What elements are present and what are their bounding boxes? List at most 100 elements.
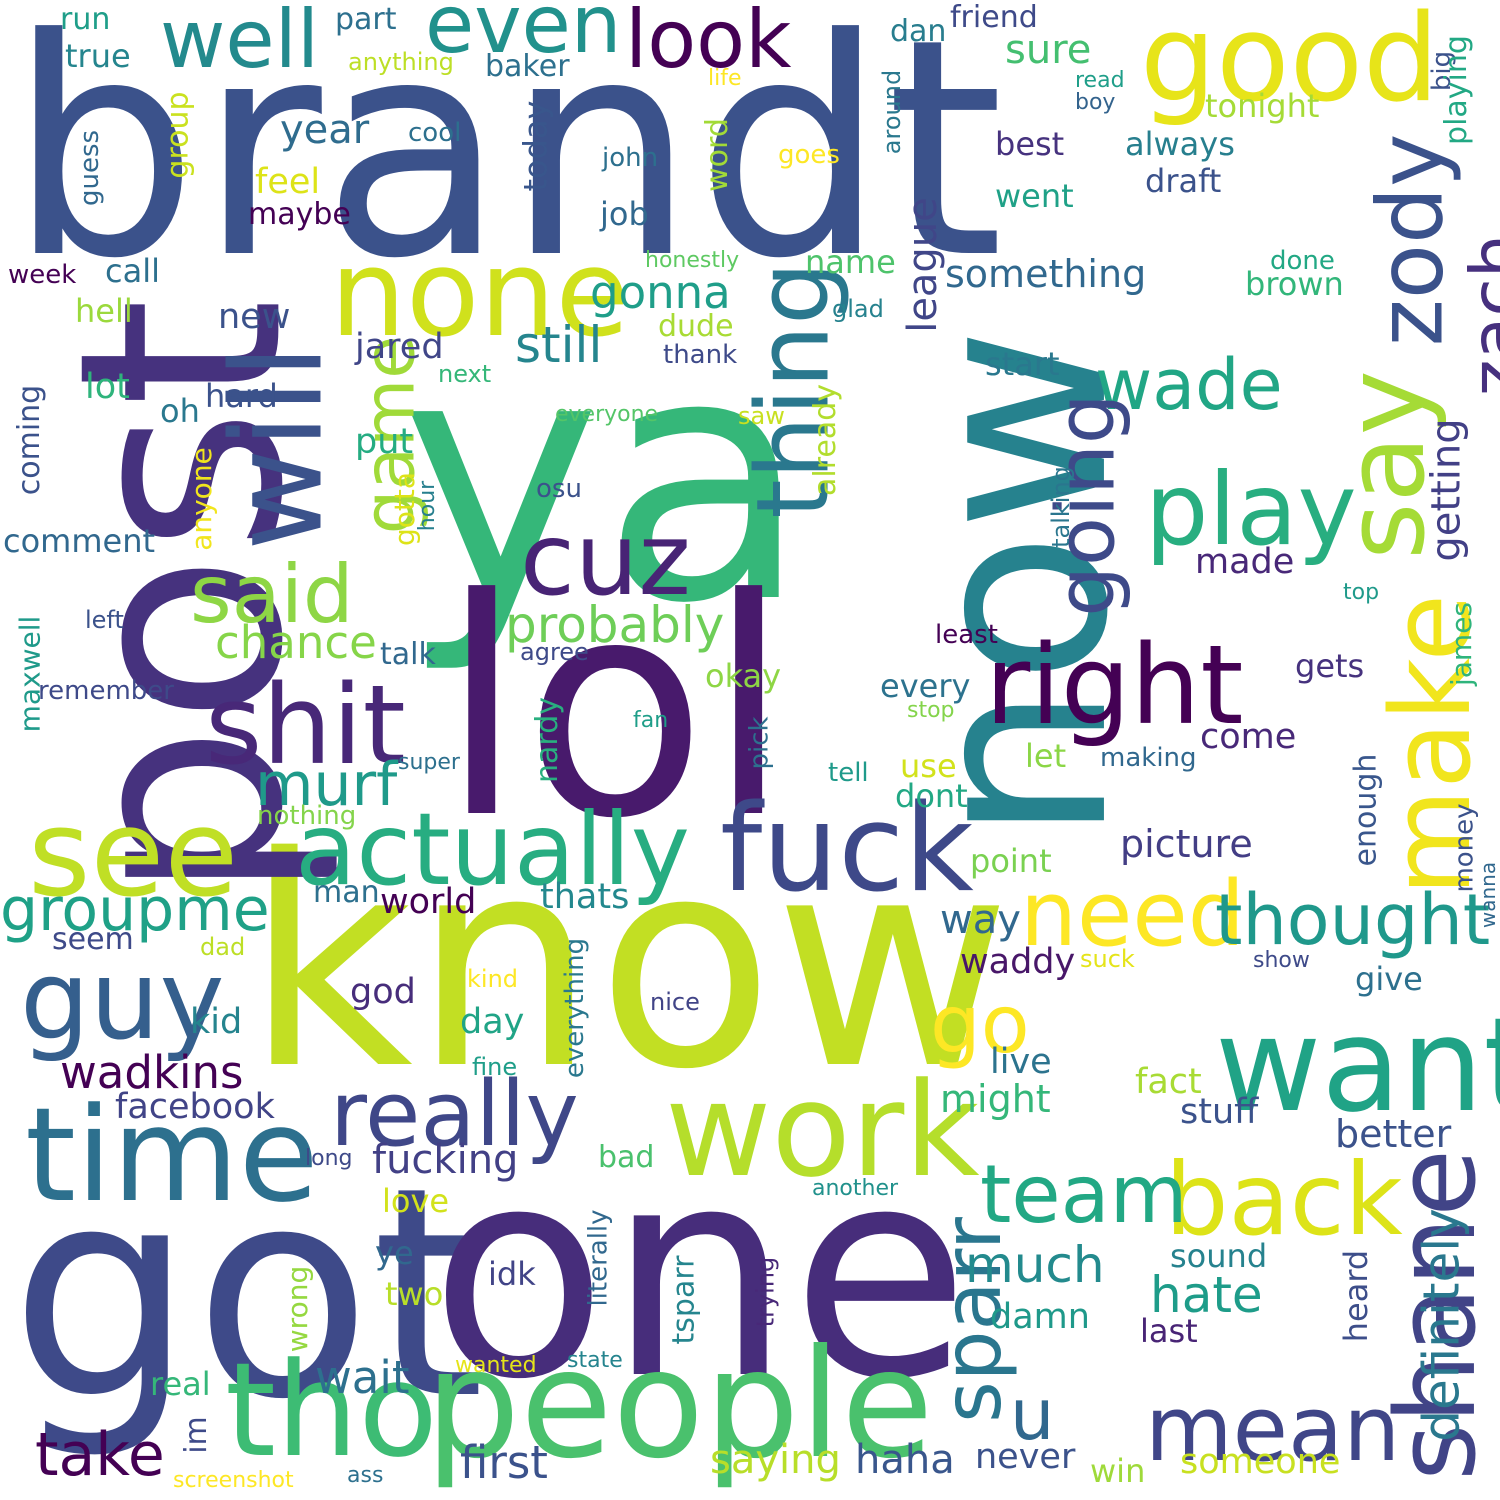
word-gets: gets	[1295, 647, 1365, 685]
word-name: name	[805, 243, 896, 281]
word-point: point	[970, 842, 1052, 880]
word-maybe: maybe	[248, 197, 351, 232]
word-go: go	[930, 978, 1030, 1071]
word-jared: jared	[355, 327, 444, 367]
word-definitely: definitely	[1412, 1208, 1471, 1442]
word-already: already	[808, 383, 844, 497]
word-agree: agree	[520, 638, 589, 666]
word-stop: stop	[907, 698, 955, 723]
word-love: love	[382, 1182, 450, 1220]
word-new: new	[218, 297, 291, 337]
word-facebook: facebook	[115, 1087, 275, 1127]
word-man: man	[313, 875, 380, 910]
word-come: come	[1200, 717, 1297, 757]
word-ya: ya	[400, 282, 810, 678]
word-even: even	[425, 0, 622, 71]
word-oh: oh	[160, 392, 200, 430]
word-cuz: cuz	[520, 501, 691, 618]
word-always: always	[1125, 125, 1235, 163]
word-wanna: wanna	[1476, 861, 1500, 929]
word-another: another	[812, 1176, 899, 1201]
word-got: got	[10, 1126, 486, 1463]
word-saying: saying	[710, 1437, 841, 1483]
word-dont: dont	[895, 777, 968, 815]
word-ye: ye	[375, 1234, 414, 1272]
word-job: job	[600, 195, 649, 233]
word-well: well	[160, 0, 320, 86]
word-first: first	[460, 1436, 548, 1489]
word-feel: feel	[255, 162, 321, 202]
word-glad: glad	[832, 295, 884, 323]
word-something: something	[945, 252, 1147, 296]
word-brown: brown	[1245, 265, 1344, 303]
word-draft: draft	[1145, 162, 1222, 200]
word-maxwell: maxwell	[13, 615, 47, 733]
word-want: want	[1215, 989, 1500, 1141]
word-fan: fan	[633, 708, 669, 733]
word-know: know	[245, 796, 1012, 1133]
word-tonight: tonight	[1205, 87, 1320, 125]
word-fine: fine	[472, 1053, 518, 1081]
word-u: u	[1010, 1374, 1055, 1456]
word-week: week	[8, 260, 77, 290]
word-thank: thank	[663, 340, 738, 370]
word-really: really	[330, 1062, 579, 1167]
word-guy: guy	[20, 936, 225, 1064]
word-made: made	[1195, 542, 1295, 582]
word-world: world	[380, 882, 477, 922]
word-wrong: wrong	[281, 1265, 315, 1353]
word-let: let	[1025, 737, 1067, 775]
word-murf: murf	[255, 750, 398, 820]
word-saw: saw	[738, 402, 785, 430]
word-look: look	[625, 0, 792, 86]
word-shit: shit	[205, 661, 406, 789]
word-baker: baker	[485, 49, 570, 84]
word-someone: someone	[1180, 1442, 1341, 1482]
word-brandt: brandt	[8, 0, 1004, 324]
word-groupme: groupme	[0, 875, 270, 945]
word-good: good	[1140, 0, 1440, 129]
word-run: run	[60, 2, 111, 37]
word-group: group	[160, 91, 196, 179]
word-remember: remember	[38, 676, 174, 706]
word-cool: cool	[408, 118, 462, 148]
word-part: part	[335, 2, 397, 37]
word-screenshot: screenshot	[173, 1468, 294, 1493]
word-read: read	[1075, 68, 1125, 93]
word-see: see	[28, 785, 239, 924]
word-goes: goes	[778, 140, 840, 170]
word-people: people	[425, 1318, 934, 1492]
word-coming: coming	[12, 384, 48, 496]
word-time: time	[25, 1079, 319, 1231]
word-gotta: gotta	[388, 471, 422, 547]
word-enough: enough	[1348, 753, 1384, 867]
word-trying: trying	[751, 1256, 780, 1328]
word-done: done	[1270, 246, 1335, 276]
word-wait: wait	[315, 1351, 410, 1404]
word-wadkins: wadkins	[60, 1046, 244, 1099]
word-mean: mean	[1145, 1377, 1401, 1482]
word-dad: dad	[200, 933, 246, 961]
word-lol: lol	[440, 535, 791, 884]
word-play: play	[1145, 451, 1357, 568]
word-hate: hate	[1150, 1266, 1263, 1324]
word-fact: fact	[1135, 1062, 1202, 1102]
word-true: true	[65, 37, 131, 75]
word-literally: literally	[583, 1209, 614, 1307]
word-life: life	[708, 66, 742, 91]
word-two: two	[385, 1275, 444, 1313]
word-much: much	[965, 1236, 1105, 1294]
word-last: last	[1140, 1312, 1198, 1350]
word-still: still	[515, 316, 603, 374]
word-today: today	[516, 100, 555, 192]
word-better: better	[1335, 1112, 1452, 1156]
word-win: win	[1090, 1452, 1146, 1490]
word-super: super	[398, 750, 460, 775]
word-damn: damn	[990, 1297, 1090, 1337]
word-back: back	[1165, 1141, 1403, 1258]
word-okay: okay	[705, 657, 782, 695]
word-year: year	[280, 107, 370, 153]
word-top: top	[1343, 580, 1380, 605]
word-left: left	[85, 606, 124, 634]
